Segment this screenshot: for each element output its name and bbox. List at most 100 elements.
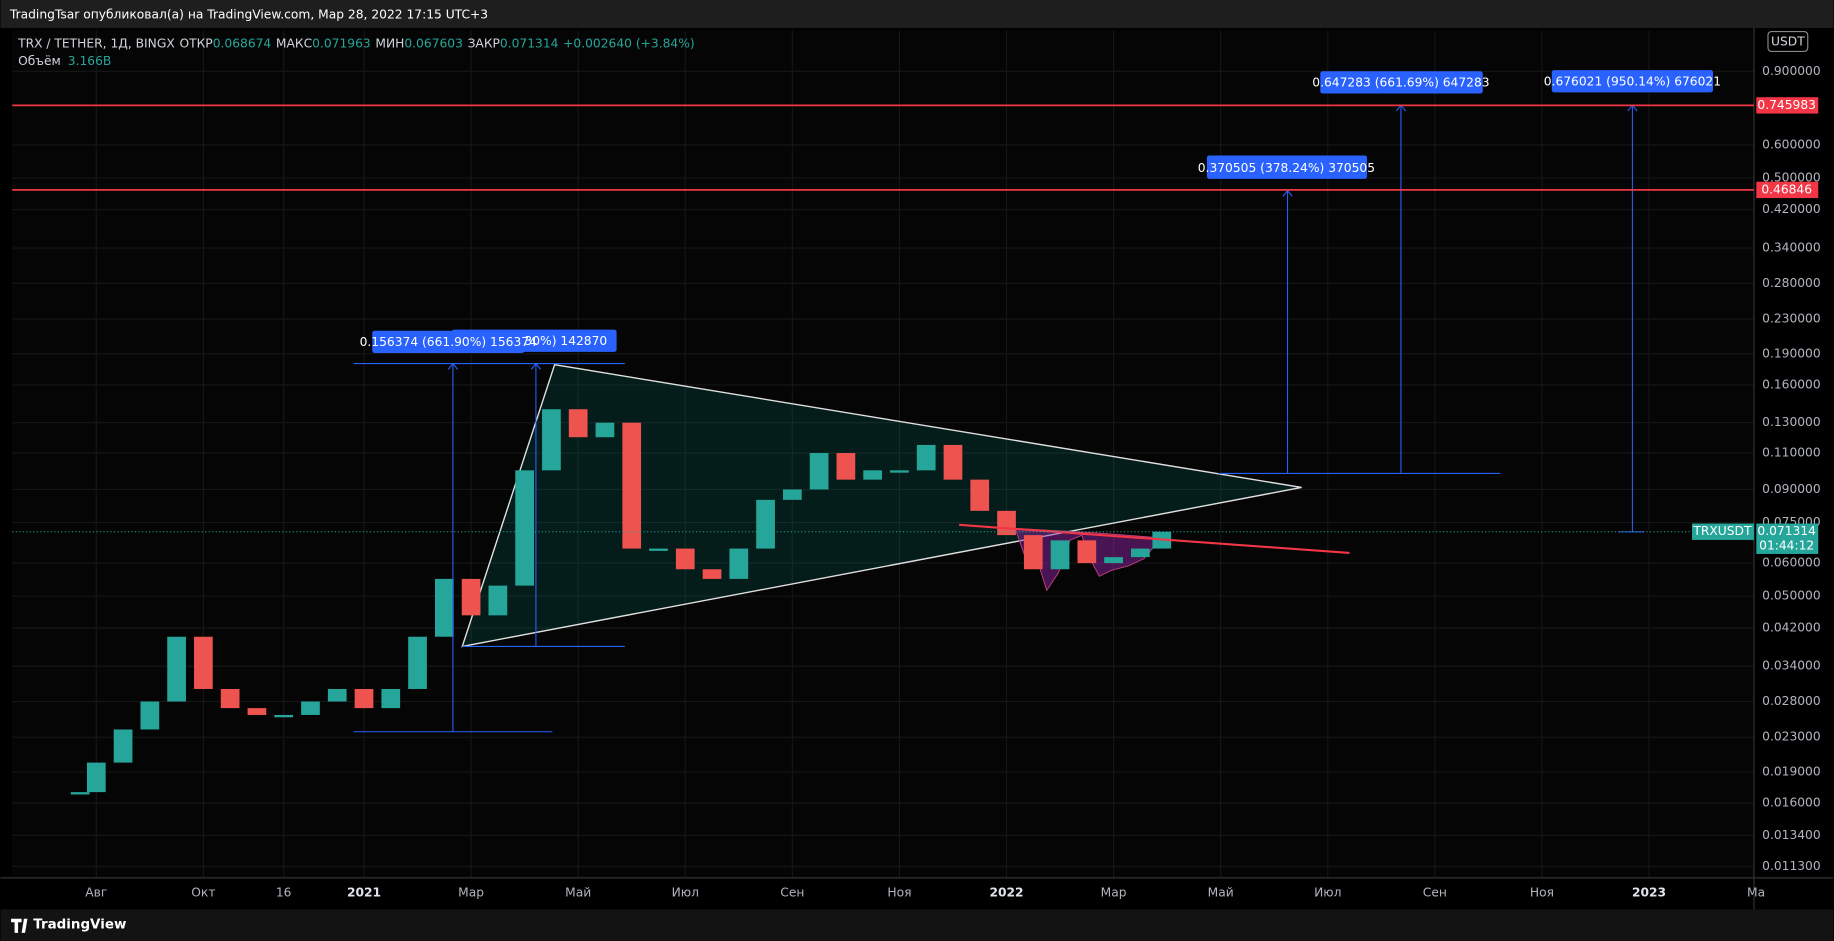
x-tick-label: Мар bbox=[1101, 886, 1127, 900]
candle bbox=[649, 548, 668, 551]
x-tick-label: Мар bbox=[458, 886, 484, 900]
candle bbox=[1050, 540, 1070, 570]
plot-area bbox=[12, 30, 1754, 878]
y-tick-label: 0.900000 bbox=[1762, 64, 1821, 78]
candle bbox=[863, 470, 883, 480]
candle bbox=[354, 688, 374, 709]
legend-line: TRX / TETHER, 1Д, BINGX ОТКР0.068674 МАКС0… bbox=[17, 36, 695, 50]
candle bbox=[167, 636, 186, 702]
open-label: ОТКР bbox=[179, 36, 212, 50]
candle bbox=[702, 569, 722, 579]
candle bbox=[1131, 548, 1150, 558]
published: TradingTsar опубликовал(а) на TradingVie… bbox=[9, 8, 488, 22]
x-tick-label: Ноя bbox=[1530, 886, 1554, 900]
y-tick-label: 0.500000 bbox=[1762, 171, 1821, 185]
y-tick-label: 0.090000 bbox=[1762, 482, 1821, 496]
close: 0.071314 bbox=[500, 36, 559, 50]
logo bbox=[11, 918, 28, 933]
candle bbox=[943, 444, 963, 480]
y-tick-label: 0.230000 bbox=[1762, 312, 1821, 326]
volume-label: Объём bbox=[18, 53, 61, 67]
candle bbox=[1077, 540, 1097, 564]
currency[interactable]: USDT bbox=[1771, 35, 1805, 49]
y-tick-label: 0.042000 bbox=[1762, 620, 1821, 634]
candle bbox=[675, 548, 695, 570]
x-tick-label: Авг bbox=[85, 886, 107, 900]
measure-box bbox=[1551, 70, 1714, 93]
symbol-label: TRXUSDT bbox=[1692, 524, 1752, 538]
candle bbox=[1023, 535, 1043, 570]
x-tick-label: Июл bbox=[672, 886, 699, 900]
y-tick-label: 0.600000 bbox=[1762, 137, 1821, 151]
measure-label: 0.676021 (950.14%) 676021 bbox=[1544, 74, 1721, 88]
candle bbox=[756, 499, 775, 549]
measure-label: 0.647283 (661.69%) 647283 bbox=[1312, 75, 1489, 89]
neckline bbox=[959, 523, 1350, 554]
candle bbox=[113, 729, 133, 763]
y-tick-label: 0.110000 bbox=[1762, 446, 1821, 460]
candle bbox=[729, 548, 749, 579]
x-tick-label: 2022 bbox=[989, 886, 1023, 900]
high: 0.071963 bbox=[312, 36, 371, 50]
volume: 3.166B bbox=[68, 53, 112, 67]
change: +0.002640 (+3.84%) bbox=[563, 36, 695, 50]
triangle-pattern bbox=[461, 363, 1302, 648]
candle bbox=[381, 688, 401, 709]
volume-line: Объём 3.166B bbox=[18, 53, 111, 67]
x-tick-label: 2023 bbox=[1632, 886, 1666, 900]
y-tick-label: 0.130000 bbox=[1762, 415, 1821, 429]
candle bbox=[622, 422, 642, 549]
y-tick-label: 0.420000 bbox=[1762, 202, 1821, 216]
candle bbox=[809, 453, 829, 490]
price-label: 0.071314 bbox=[1757, 524, 1816, 538]
measure-label: 0.156374 (661.90%) 156374 bbox=[360, 335, 537, 349]
y-tick-label: 0.016000 bbox=[1762, 796, 1821, 810]
y-tick-label: 0.013400 bbox=[1762, 828, 1821, 842]
candle bbox=[568, 409, 588, 438]
x-tick-label: 2021 bbox=[347, 886, 381, 900]
candle bbox=[542, 409, 561, 471]
symbol-tag bbox=[1692, 523, 1754, 540]
candle bbox=[434, 578, 454, 637]
candle bbox=[247, 708, 267, 715]
low: 0.067603 bbox=[404, 36, 463, 50]
footer-bar bbox=[0, 909, 1834, 941]
candle bbox=[274, 714, 294, 718]
candle bbox=[327, 688, 347, 702]
measure-labels: 3.30%) 142870 0.156374 (661.90%) 156374 … bbox=[360, 70, 1721, 354]
candle bbox=[140, 701, 160, 730]
y-tick-label: 0.019000 bbox=[1762, 764, 1821, 778]
y-tick-label: 0.034000 bbox=[1762, 659, 1821, 673]
measure-box bbox=[1320, 71, 1483, 94]
measure-box bbox=[1206, 155, 1368, 179]
legend: TRX / TETHER, 1Д, BINGX ОТКР0.068674 МАКС0… bbox=[17, 36, 695, 68]
x-tick-label: Май bbox=[1208, 886, 1234, 900]
symbol: TRX / TETHER, 1Д, BINGX bbox=[17, 36, 175, 50]
candle bbox=[461, 578, 481, 616]
candle bbox=[488, 585, 508, 616]
x-tick-label: Сен bbox=[1423, 886, 1447, 900]
x-tick-label: Май bbox=[565, 886, 591, 900]
price-axis bbox=[1753, 28, 1834, 910]
price-tag bbox=[1756, 523, 1819, 554]
y-tick-label: 0.340000 bbox=[1762, 241, 1821, 255]
candle bbox=[782, 489, 802, 500]
y-tick-label: 0.060000 bbox=[1762, 556, 1821, 570]
measure-label: 3.30%) 142870 bbox=[513, 334, 607, 348]
level-tag bbox=[1756, 181, 1819, 199]
candle bbox=[194, 636, 213, 689]
currency-box[interactable] bbox=[1767, 30, 1809, 53]
countdown: 01:44:12 bbox=[1759, 538, 1814, 552]
candle bbox=[836, 453, 856, 480]
measure-box bbox=[372, 330, 525, 354]
candle bbox=[70, 792, 90, 795]
x-tick-label: Окт bbox=[191, 886, 215, 900]
candle bbox=[1104, 557, 1123, 564]
y-tick-label: 0.050000 bbox=[1762, 589, 1821, 603]
high-label: МАКС bbox=[276, 36, 312, 50]
candle bbox=[220, 688, 240, 709]
candle bbox=[970, 479, 990, 511]
footer-brand: TradingView bbox=[33, 918, 126, 933]
y-tick-label: 0.028000 bbox=[1762, 694, 1821, 708]
